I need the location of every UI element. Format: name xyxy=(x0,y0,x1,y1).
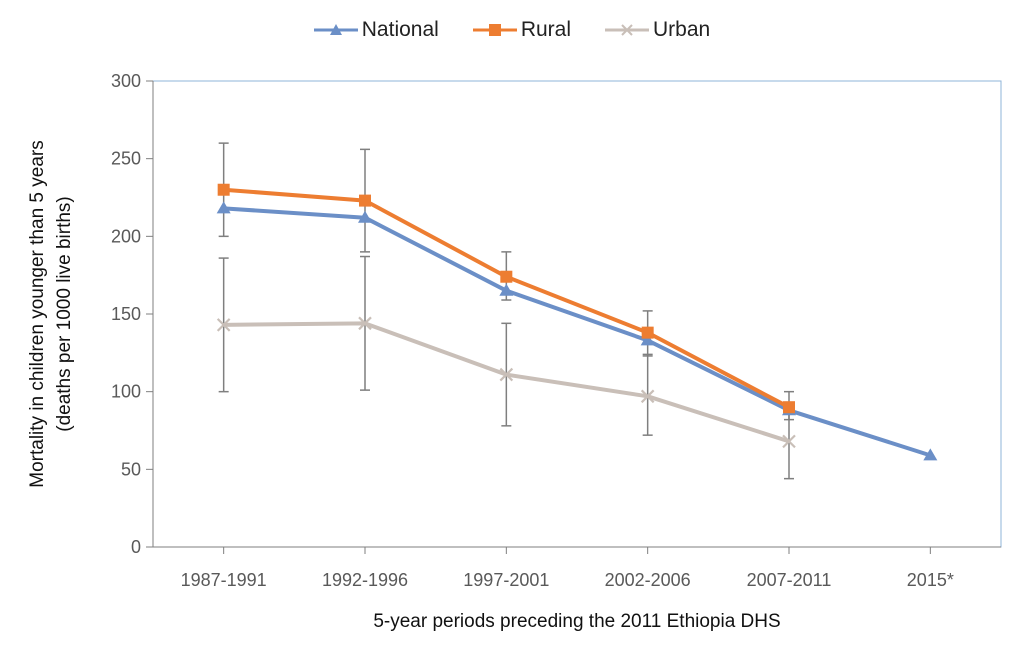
legend-rural-label: Rural xyxy=(520,18,572,41)
marker-stroke xyxy=(358,316,372,331)
y-tick-label: 100 xyxy=(111,382,141,402)
marker-stroke xyxy=(499,367,514,382)
y-axis-ticks: 0 50 100 150 200 250 300 xyxy=(111,71,153,557)
x-tick-label: 1987-1991 xyxy=(181,570,267,590)
data-point-rural xyxy=(500,270,513,283)
data-point-rural xyxy=(217,183,230,196)
data-point-urban xyxy=(782,434,796,449)
marker-stroke xyxy=(782,434,796,449)
y-tick-label: 0 xyxy=(131,537,141,557)
legend-rural-symbol xyxy=(472,24,517,36)
error-bars xyxy=(218,142,794,480)
legend-item-national: National xyxy=(313,18,439,42)
legend-item-rural: Rural xyxy=(472,18,572,42)
data-point-national xyxy=(923,448,938,461)
data-point-urban xyxy=(640,389,655,404)
x-axis-title: 5-year periods preceding the 2011 Ethiop… xyxy=(373,611,780,632)
y-axis-title-line1: Mortality in children younger than 5 yea… xyxy=(27,140,48,487)
x-tick-label: 2007-2011 xyxy=(747,570,832,590)
y-tick-label: 250 xyxy=(111,149,141,169)
y-tick-label: 300 xyxy=(111,71,141,91)
data-point-national xyxy=(358,210,372,223)
data-point-rural xyxy=(359,194,371,207)
data-point-urban xyxy=(216,318,231,332)
data-point-rural xyxy=(641,326,654,339)
y-axis-title-line2: (deaths per 1000 live births) xyxy=(54,196,75,432)
x-tick-label: 1992-1996 xyxy=(322,570,408,590)
x-axis-ticks: 1987-1991 1992-1996 1997-2001 2002-2006 2007… xyxy=(181,547,954,590)
x-tick-label: 2002-2006 xyxy=(605,570,691,590)
legend-national-symbol xyxy=(313,24,358,35)
series-lines xyxy=(223,187,931,458)
chart-legend: National Rural Urban xyxy=(0,18,1024,42)
x-tick-label: 2015* xyxy=(907,570,954,590)
legend-urban-label: Urban xyxy=(653,18,711,41)
data-point-urban xyxy=(499,367,514,382)
legend-item-urban: Urban xyxy=(605,18,710,42)
data-point-national xyxy=(216,201,231,214)
series-markers xyxy=(216,183,938,461)
y-tick-label: 50 xyxy=(121,459,141,479)
data-point-national xyxy=(640,333,655,346)
series-line-national xyxy=(223,206,931,458)
data-point-national xyxy=(499,283,514,296)
data-point-rural xyxy=(783,401,795,414)
legend-national-label: National xyxy=(361,18,439,41)
data-point-urban xyxy=(358,316,372,331)
marker-stroke xyxy=(640,389,655,404)
y-tick-label: 200 xyxy=(111,226,141,246)
legend-urban-symbol xyxy=(605,24,650,36)
x-tick-label: 1997-2001 xyxy=(463,570,549,590)
marker-stroke xyxy=(216,318,231,332)
y-tick-label: 150 xyxy=(111,304,141,324)
